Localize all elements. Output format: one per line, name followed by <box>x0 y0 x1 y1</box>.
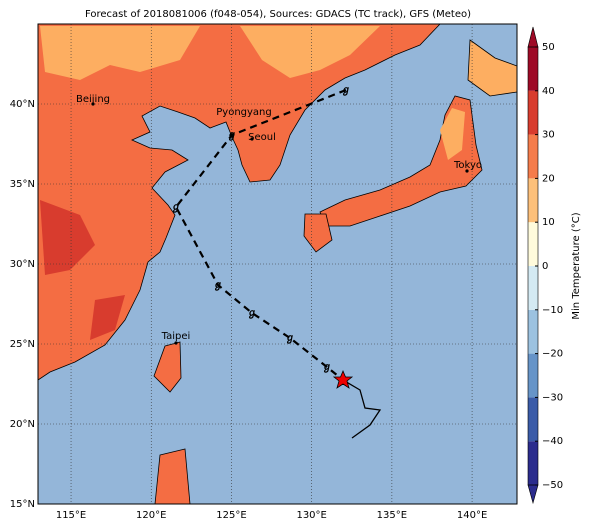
city-dot <box>230 133 234 137</box>
colorbar-tick-label: −10 <box>542 305 563 316</box>
city-dot <box>465 169 469 173</box>
storm-symbol: ℊ <box>247 308 257 319</box>
storm-symbol: ℊ <box>213 280 223 291</box>
storm-symbol: ℊ <box>171 202 181 213</box>
lat-tick-label: 40°N <box>10 99 35 110</box>
graticule <box>38 24 517 504</box>
lat-tick-label: 25°N <box>10 339 35 350</box>
storm-symbol: ℊ <box>341 85 351 96</box>
map-frame <box>37 23 518 505</box>
colorbar-tick-label: 30 <box>542 130 555 141</box>
colorbar-tick-label: −40 <box>542 436 563 447</box>
colorbar-segment <box>528 90 538 135</box>
japan-kyushu <box>303 213 333 253</box>
colorbar-tick-label: 10 <box>542 217 555 228</box>
lat-tick-label: 15°N <box>10 499 35 510</box>
colorbar-extend <box>527 26 539 48</box>
lon-tick-label: 140°E <box>457 510 487 521</box>
colorbar-segment <box>528 397 538 442</box>
lon-tick-label: 125°E <box>216 510 246 521</box>
lon-tick-label: 115°E <box>56 510 86 521</box>
land-warm-patch <box>440 108 465 160</box>
colorbar-tick-label: 40 <box>542 86 555 97</box>
city-label: Tokyo <box>453 160 482 171</box>
japan-hokkaido <box>467 39 517 97</box>
lat-tick-label: 35°N <box>10 179 35 190</box>
lon-tick-label: 130°E <box>296 510 326 521</box>
cities: Beijing Pyongyang Seoul Tokyo Taipei <box>76 94 482 345</box>
lon-tick-label: 135°E <box>377 510 407 521</box>
colorbar-segment <box>528 309 538 354</box>
forecast-track <box>174 88 347 381</box>
colorbar-tick-label: −20 <box>542 349 563 360</box>
city-label: Pyongyang <box>216 107 271 118</box>
land-hot-patch <box>90 295 125 340</box>
city-dot <box>91 102 95 106</box>
colorbar-segment <box>528 134 538 179</box>
colorbar-segment <box>528 47 538 91</box>
current-position <box>332 369 354 389</box>
axes: 115°E 120°E 125°E 130°E 135°E 140°E 15°N 20°N 25… <box>10 99 488 521</box>
lat-tick-label: 30°N <box>10 259 35 270</box>
japan-honshu <box>319 95 483 227</box>
colorbar-extend <box>527 484 539 505</box>
colorbar: −50 −40 −30 −20 −10 0 10 20 30 40 50 <box>527 26 563 505</box>
colorbar-tick-label: −30 <box>542 392 563 403</box>
city-label: Seoul <box>248 132 276 143</box>
land-warm-patch <box>40 26 200 80</box>
colorbar-tick-label: 50 <box>542 42 555 53</box>
colorbar-tick-label: −50 <box>542 480 563 491</box>
colorbar-segment <box>528 353 538 398</box>
land-hot-patch <box>40 200 95 275</box>
land-warm-patch <box>240 26 380 78</box>
city-label: Taipei <box>161 331 191 342</box>
colorbar-tick-label: 0 <box>542 261 548 272</box>
colorbar-segment <box>528 222 538 266</box>
colorbar-label: Min Temperature (°C) <box>571 212 582 319</box>
title: Forecast of 2018081006 (f048-054), Sourc… <box>85 9 471 20</box>
colorbar-tick-label: 20 <box>542 173 555 184</box>
map: ℊ ℊ ℊ ℊ ℊ ℊ ℊ BeijingPyongyangSeoulTokyo… <box>38 24 517 504</box>
colorbar-segment <box>528 441 538 485</box>
colorbar-segment <box>528 178 538 223</box>
city-dot <box>250 137 254 141</box>
city-label: Beijing <box>76 94 110 105</box>
storm-symbol: ℊ <box>322 362 332 373</box>
lat-tick-label: 20°N <box>10 419 35 430</box>
lon-tick-label: 120°E <box>136 510 166 521</box>
city-dot <box>174 341 178 345</box>
storm-symbol: ℊ <box>285 333 295 344</box>
past-track <box>342 379 382 439</box>
colorbar-segment <box>528 266 538 310</box>
luzon <box>154 448 191 504</box>
